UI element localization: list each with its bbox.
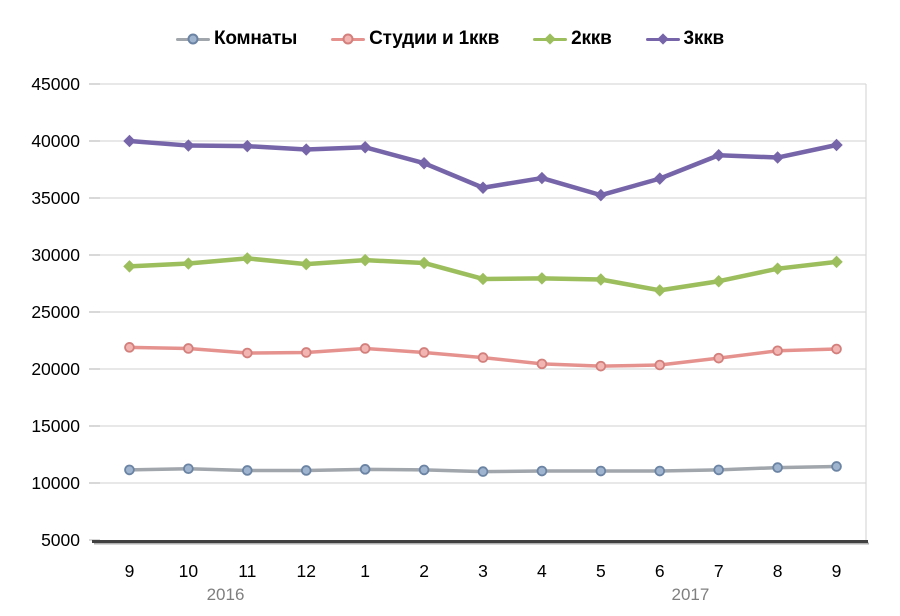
data-point: [477, 466, 489, 477]
x-axis-label: 6: [655, 561, 665, 581]
data-point: [713, 464, 724, 476]
data-point: [831, 461, 842, 472]
data-point: [300, 347, 312, 358]
data-point: [183, 463, 194, 475]
data-point: [359, 343, 371, 354]
legend-label: Комнаты: [213, 28, 298, 49]
data-point: [654, 359, 666, 371]
data-point: [358, 253, 372, 267]
legend-item-1: Студии и 1ккв: [331, 28, 499, 50]
x-axis-label: 12: [296, 561, 315, 581]
data-point: [241, 139, 254, 153]
legend-label: 2ккв: [571, 28, 612, 49]
y-axis-label: 10000: [31, 473, 80, 493]
data-point: [182, 139, 195, 152]
x-axis-label: 9: [125, 561, 135, 581]
data-point: [476, 272, 490, 286]
data-point: [772, 462, 783, 473]
data-point: [417, 157, 431, 170]
data-point: [595, 360, 607, 372]
data-point: [831, 343, 842, 355]
data-point: [418, 347, 430, 358]
data-point: [417, 256, 431, 270]
data-point: [771, 151, 784, 164]
data-point: [594, 188, 608, 202]
data-point: [418, 464, 430, 476]
data-point: [242, 465, 253, 476]
data-point: [182, 257, 195, 270]
data-point: [241, 252, 254, 265]
data-point: [535, 272, 549, 285]
data-point: [712, 149, 725, 162]
data-point: [123, 260, 136, 273]
x-axis-label: 1: [360, 561, 370, 581]
data-point: [536, 358, 548, 370]
data-point: [300, 257, 313, 271]
legend-label: 3ккв: [683, 28, 725, 49]
data-point: [183, 343, 194, 354]
data-point: [771, 262, 784, 275]
legend-item-0: Комнаты: [175, 28, 298, 50]
x-axis-year-label: 2017: [671, 585, 709, 604]
legend-marker-icon: [533, 32, 568, 46]
data-point: [476, 181, 490, 194]
data-point: [712, 274, 725, 288]
data-point: [536, 465, 548, 477]
data-point: [653, 172, 666, 185]
data-point: [713, 352, 724, 364]
x-axis-label: 9: [832, 561, 842, 581]
y-axis-label: 20000: [31, 359, 80, 379]
data-point: [124, 342, 135, 353]
y-axis-label: 45000: [31, 74, 80, 94]
data-point: [654, 465, 666, 477]
x-axis-label: 7: [714, 561, 724, 581]
y-axis-label: 30000: [31, 245, 80, 265]
legend-marker-icon: [175, 32, 210, 46]
x-axis-label: 11: [238, 561, 256, 581]
data-point: [359, 464, 371, 475]
data-point: [123, 134, 136, 148]
y-axis-label: 5000: [41, 530, 80, 550]
data-point: [242, 347, 253, 359]
legend-marker-icon: [331, 32, 366, 46]
legend-item-2: 2ккв: [533, 28, 612, 50]
data-point: [595, 465, 607, 477]
data-point: [594, 273, 608, 286]
x-axis-label: 2: [419, 561, 429, 581]
chart-legend: Комнаты Студии и 1ккв 2ккв 3ккв: [0, 28, 900, 50]
x-axis-year-label: 2016: [207, 585, 245, 604]
y-axis-label: 25000: [31, 302, 80, 322]
data-point: [830, 255, 843, 269]
legend-item-3: 3ккв: [645, 28, 725, 50]
data-point: [358, 141, 372, 154]
x-axis-label: 8: [773, 561, 783, 581]
legend-label: Студии и 1ккв: [369, 28, 500, 49]
data-point: [477, 352, 489, 363]
data-point: [300, 465, 312, 476]
y-axis-label: 35000: [31, 188, 80, 208]
data-point: [535, 171, 549, 185]
data-point: [653, 284, 666, 297]
x-axis-label: 3: [478, 561, 488, 581]
legend-marker-icon: [645, 32, 680, 46]
x-axis-label: 5: [596, 561, 606, 581]
y-axis-label: 40000: [31, 131, 80, 151]
data-point: [772, 345, 783, 357]
data-point: [300, 143, 313, 156]
x-axis-label: 4: [537, 561, 547, 581]
y-axis-label: 15000: [31, 416, 80, 436]
data-point: [124, 464, 135, 476]
x-axis-label: 10: [179, 561, 199, 581]
